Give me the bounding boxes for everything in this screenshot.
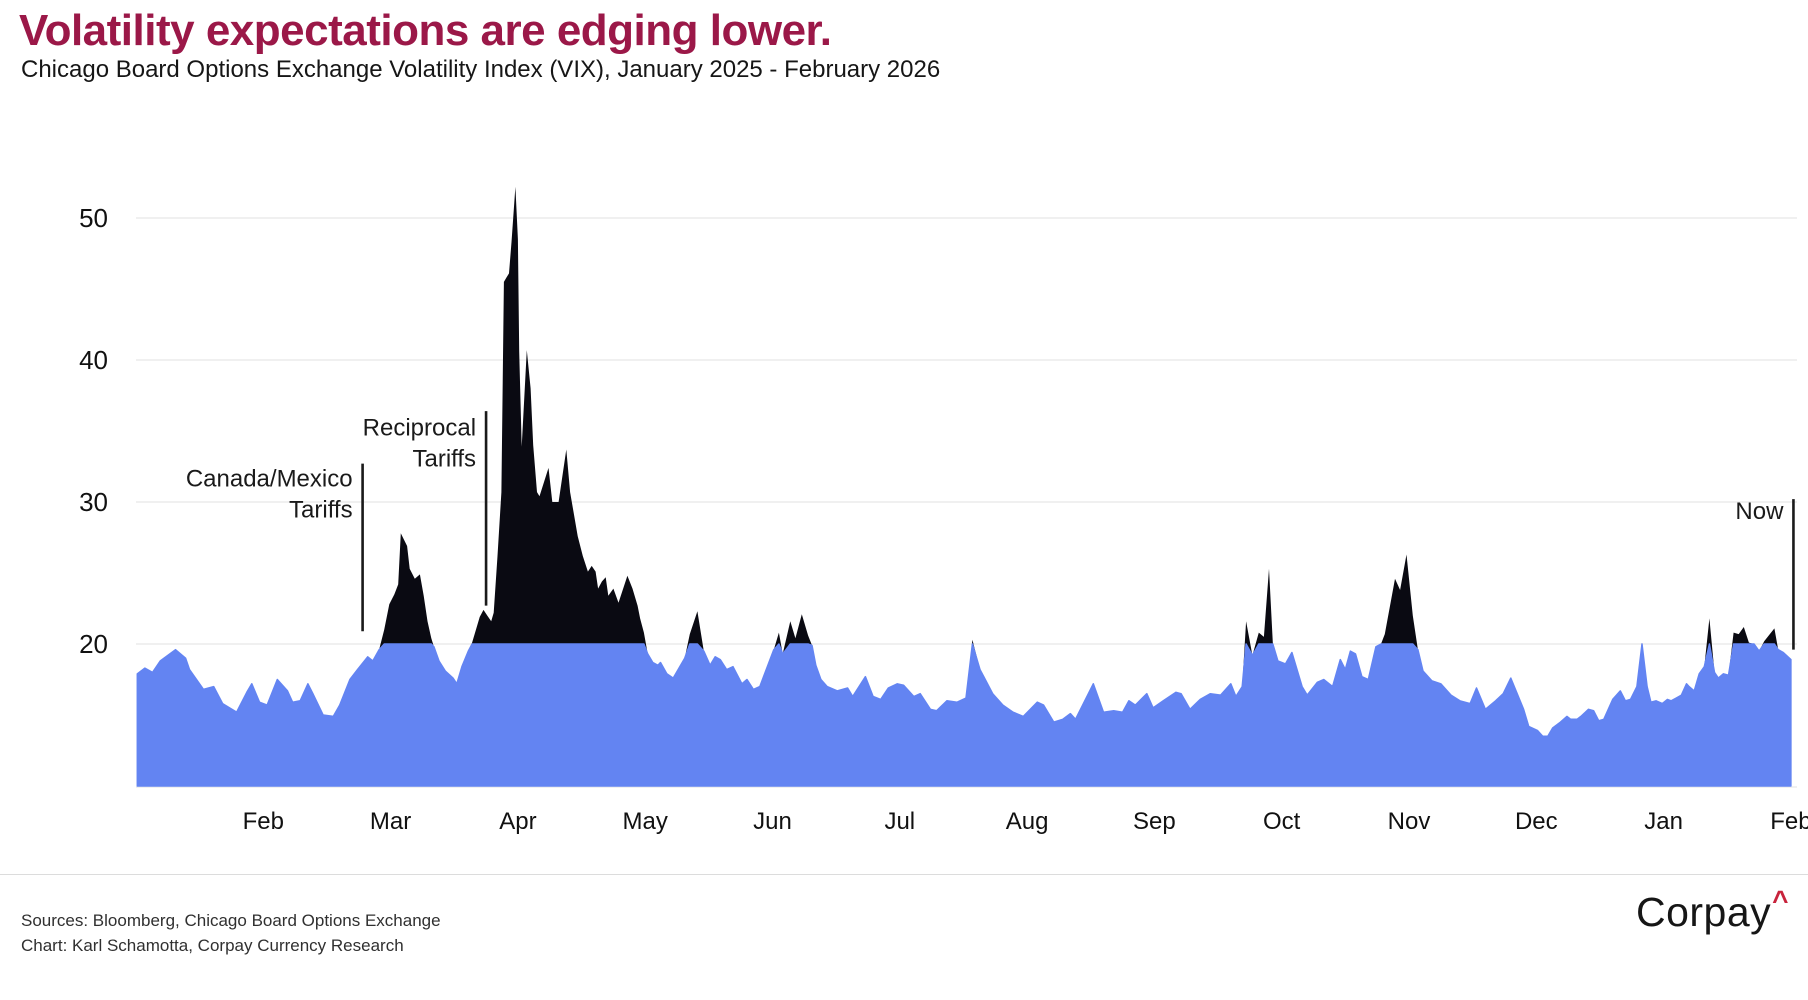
y-axis-tick-label: 20 [79,629,108,659]
chart-credit-line: Chart: Karl Schamotta, Corpay Currency R… [21,935,404,955]
x-axis-month-label: Oct [1263,808,1301,835]
x-axis-month-label: Feb [1770,808,1808,835]
annotation-label: Now [1735,498,1784,525]
corpay-logo-text: Corpay [1635,889,1772,935]
x-axis-month-label: Jun [753,808,792,835]
y-axis-tick-label: 30 [79,487,108,517]
corpay-logo: Corpay^ [1635,885,1789,936]
footer-divider [0,874,1808,875]
y-axis-tick-label: 50 [79,203,108,233]
vix-area-above-threshold [137,186,1791,787]
annotation-label: Reciprocal [363,414,476,441]
x-axis-month-label: Apr [499,808,536,835]
x-axis-month-label: Sep [1133,808,1176,835]
x-axis-month-label: Aug [1006,808,1049,835]
sources-line: Sources: Bloomberg, Chicago Board Option… [21,911,441,930]
chart-subtitle: Chicago Board Options Exchange Volatilit… [21,56,941,83]
x-axis-month-label: Jan [1644,808,1683,835]
vix-area-below-threshold [136,643,1792,787]
annotation-label: Tariffs [412,446,476,473]
x-axis-month-label: Jul [884,808,915,835]
x-axis-month-label: Dec [1515,808,1558,835]
x-axis-month-label: Nov [1388,808,1431,835]
source-credits: Sources: Bloomberg, Chicago Board Option… [21,909,441,958]
page-title: Volatility expectations are edging lower… [19,6,832,55]
y-axis-tick-label: 40 [79,345,108,375]
x-axis-month-label: Feb [243,808,284,835]
annotation-label: Canada/Mexico [186,465,353,492]
x-axis-month-label: May [623,808,668,835]
x-axis-month-label: Mar [370,808,411,835]
annotation-label: Tariffs [289,497,353,524]
corpay-caret-icon: ^ [1772,885,1789,916]
